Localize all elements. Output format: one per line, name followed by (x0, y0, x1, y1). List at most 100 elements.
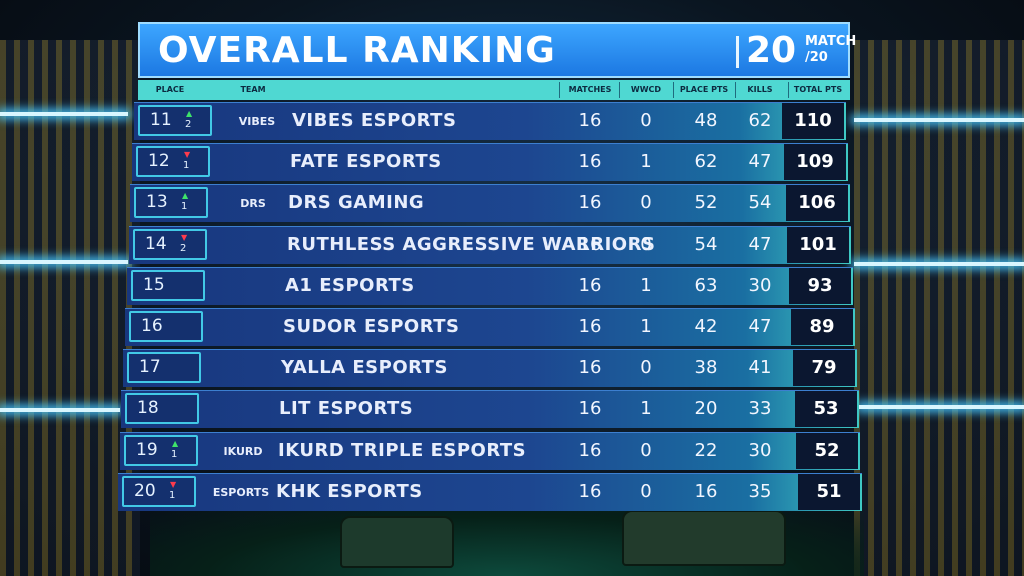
row-background (125, 308, 855, 346)
col-place: PLACE (155, 85, 185, 94)
ranking-header: OVERALL RANKING 20 MATCH /20 (138, 22, 856, 78)
column-header-bar: PLACE TEAM MATCHES WWCD PLACE PTS KILLS … (138, 80, 850, 100)
drs-logo-icon: DRS (238, 188, 268, 218)
neon-light (854, 118, 1024, 122)
kills-value: 33 (748, 398, 772, 419)
col-wwcd: WWCD (630, 85, 662, 94)
neon-light (854, 262, 1024, 266)
col-total-pts: TOTAL PTS (793, 85, 843, 94)
place-change: 2 (185, 119, 192, 130)
column-divider (735, 82, 736, 98)
total-pts-value: 89 (791, 309, 853, 345)
matches-value: 16 (578, 357, 602, 378)
kills-value: 62 (748, 110, 772, 131)
kills-value: 41 (748, 357, 772, 378)
trend-icon: ▲ (172, 439, 179, 448)
matches-value: 16 (578, 398, 602, 419)
buggy-vehicle (340, 516, 454, 568)
total-pts-value: 53 (795, 391, 857, 427)
kills-value: 47 (748, 234, 772, 255)
place-pts-value: 38 (694, 357, 718, 378)
kills-value: 54 (748, 192, 772, 213)
kills-value: 47 (748, 316, 772, 337)
team-name: A1 ESPORTS (285, 275, 415, 296)
row-background (132, 143, 848, 181)
total-pts-value: 109 (784, 144, 846, 180)
place-box: 11 ▲ 2 (138, 105, 212, 136)
place-pts-value: 20 (694, 398, 718, 419)
kills-value: 47 (748, 151, 772, 172)
row-background (127, 267, 853, 305)
lit-logo-icon (229, 394, 259, 424)
wwcd-value: 1 (640, 151, 652, 172)
ranking-row: 16 SUDOR ESPORTS 16 1 42 47 89 (125, 308, 855, 346)
ranking-row: 14 ▼ 2 RUTHLESS AGGRESSIVE WARRIORS 16 0… (129, 226, 851, 264)
place-box: 18 (125, 393, 199, 424)
crowd-stand-right (854, 40, 1024, 576)
row-background (123, 349, 857, 387)
place-box: 12 ▼ 1 (136, 146, 210, 177)
matches-value: 16 (578, 192, 602, 213)
row-background (134, 102, 846, 140)
place-box: 17 (127, 352, 201, 383)
row-background (118, 473, 862, 511)
ranking-board: OVERALL RANKING 20 MATCH /20 PLACE TEAM … (118, 22, 862, 520)
total-pts-value: 106 (786, 185, 848, 221)
matches-value: 16 (578, 440, 602, 461)
column-divider (673, 82, 674, 98)
team-name: SUDOR ESPORTS (283, 316, 460, 337)
column-divider (788, 82, 789, 98)
ranking-row: 20 ▼ 1 ESPORTS KHK ESPORTS 16 0 16 35 51 (118, 473, 862, 511)
row-background (121, 390, 859, 428)
place-number: 14 (145, 234, 167, 254)
place-pts-value: 63 (694, 275, 718, 296)
place-number: 19 (136, 440, 158, 460)
place-change: 1 (171, 449, 178, 460)
matches-value: 16 (578, 275, 602, 296)
wwcd-value: 0 (640, 234, 652, 255)
ranking-row: 17 YALLA ESPORTS 16 0 38 41 79 (123, 349, 857, 387)
place-number: 11 (150, 110, 172, 130)
place-number: 12 (148, 151, 170, 171)
team-name: VIBES ESPORTS (292, 110, 457, 131)
raw-logo-icon (237, 230, 267, 260)
place-pts-value: 48 (694, 110, 718, 131)
neon-light (0, 408, 120, 412)
place-pts-value: 54 (694, 234, 718, 255)
neon-light (859, 405, 1024, 409)
trend-icon: ▲ (186, 109, 193, 118)
total-pts-value: 79 (793, 350, 855, 386)
ranking-row: 15 A1 ESPORTS 16 1 63 30 93 (127, 267, 853, 305)
trend-icon: ▼ (184, 150, 191, 159)
crowd-stand-left (0, 40, 140, 576)
col-matches: MATCHES (568, 85, 612, 94)
vibes-logo-icon: VIBES (239, 106, 275, 136)
neon-light (0, 112, 128, 116)
col-kills: KILLS (747, 85, 773, 94)
place-box: 20 ▼ 1 (122, 476, 196, 507)
team-logo-text: IKURD (223, 444, 263, 458)
match-label-bottom: /20 (805, 50, 828, 65)
place-pts-value: 52 (694, 192, 718, 213)
ranking-row: 19 ▲ 1 IKURD IKURD TRIPLE ESPORTS 16 0 2… (120, 432, 860, 470)
ikurd-logo-icon: IKURD (224, 436, 263, 466)
place-pts-value: 42 (694, 316, 718, 337)
a1-logo-icon (235, 271, 265, 301)
place-number: 17 (139, 357, 161, 377)
place-box: 16 (129, 311, 203, 342)
matches-value: 16 (578, 110, 602, 131)
row-background (130, 184, 850, 222)
col-team: TEAM (240, 85, 266, 94)
place-pts-value: 62 (694, 151, 718, 172)
team-name: LIT ESPORTS (279, 398, 414, 419)
place-number: 16 (141, 316, 163, 336)
place-change: 1 (169, 490, 176, 501)
matches-value: 16 (578, 234, 602, 255)
wwcd-value: 0 (640, 357, 652, 378)
yalla-logo-icon (231, 353, 261, 383)
match-label-top: MATCH (805, 34, 857, 49)
total-pts-value: 101 (787, 227, 849, 263)
place-change: 1 (183, 160, 190, 171)
place-change: 2 (180, 243, 187, 254)
